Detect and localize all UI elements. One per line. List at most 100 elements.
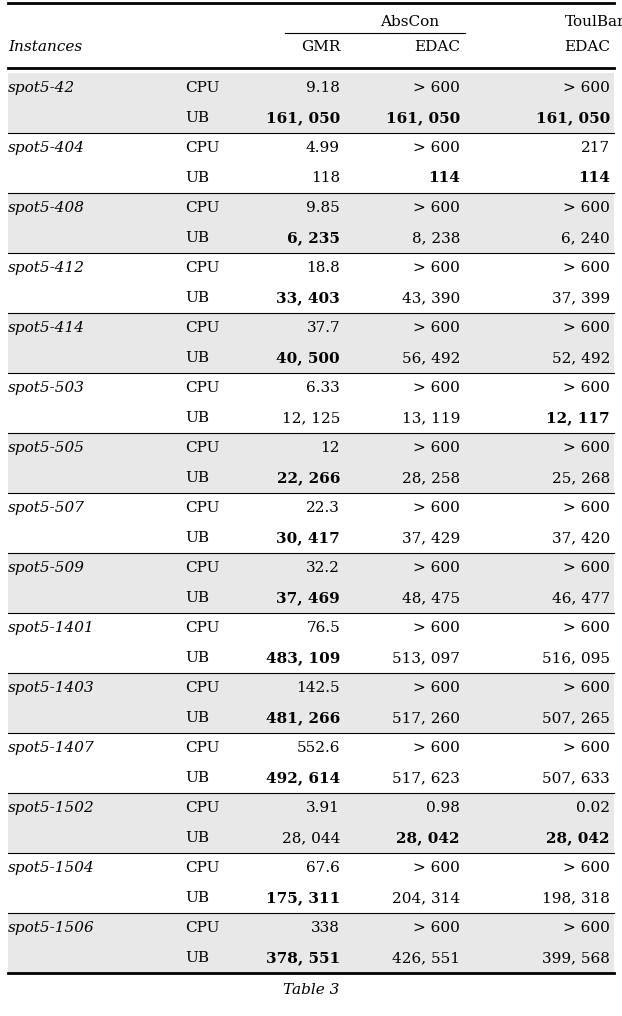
Text: spot5-507: spot5-507 — [8, 501, 85, 515]
Text: > 600: > 600 — [563, 441, 610, 455]
Text: CPU: CPU — [185, 920, 220, 935]
Text: UB: UB — [185, 531, 209, 545]
Text: > 600: > 600 — [413, 621, 460, 635]
Text: CPU: CPU — [185, 441, 220, 455]
Text: 426, 551: 426, 551 — [392, 951, 460, 965]
Text: > 600: > 600 — [413, 501, 460, 515]
Text: CPU: CPU — [185, 261, 220, 275]
Text: 6.33: 6.33 — [306, 381, 340, 395]
Text: UB: UB — [185, 771, 209, 785]
Text: 0.02: 0.02 — [576, 801, 610, 815]
Text: 25, 268: 25, 268 — [552, 471, 610, 485]
Text: CPU: CPU — [185, 861, 220, 875]
Text: spot5-503: spot5-503 — [8, 381, 85, 395]
Text: 142.5: 142.5 — [296, 681, 340, 695]
Text: 338: 338 — [311, 920, 340, 935]
Text: CPU: CPU — [185, 561, 220, 575]
Text: > 600: > 600 — [563, 81, 610, 96]
Text: spot5-414: spot5-414 — [8, 321, 85, 335]
Text: 161, 050: 161, 050 — [536, 111, 610, 125]
Text: 28, 042: 28, 042 — [396, 831, 460, 845]
Text: 513, 097: 513, 097 — [392, 651, 460, 665]
Text: > 600: > 600 — [413, 681, 460, 695]
Text: 517, 623: 517, 623 — [392, 771, 460, 785]
Text: 481, 266: 481, 266 — [266, 711, 340, 725]
Text: > 600: > 600 — [413, 261, 460, 275]
Text: > 600: > 600 — [413, 321, 460, 335]
Text: > 600: > 600 — [413, 920, 460, 935]
Text: 37, 469: 37, 469 — [276, 591, 340, 605]
Text: 175, 311: 175, 311 — [266, 891, 340, 905]
Text: Table 3: Table 3 — [283, 983, 339, 997]
Bar — [8, 373, 614, 433]
Text: spot5-1504: spot5-1504 — [8, 861, 95, 875]
Text: > 600: > 600 — [563, 621, 610, 635]
Text: 198, 318: 198, 318 — [542, 891, 610, 905]
Text: > 600: > 600 — [563, 261, 610, 275]
Text: ToulBar2: ToulBar2 — [565, 15, 622, 29]
Text: > 600: > 600 — [563, 681, 610, 695]
Text: > 600: > 600 — [413, 441, 460, 455]
Text: 217: 217 — [581, 141, 610, 155]
Text: UB: UB — [185, 231, 209, 245]
Text: spot5-1506: spot5-1506 — [8, 920, 95, 935]
Text: 37, 399: 37, 399 — [552, 291, 610, 305]
Bar — [8, 853, 614, 913]
Text: UB: UB — [185, 351, 209, 365]
Text: 12: 12 — [320, 441, 340, 455]
Text: CPU: CPU — [185, 741, 220, 755]
Text: > 600: > 600 — [413, 141, 460, 155]
Text: 12, 117: 12, 117 — [546, 411, 610, 425]
Text: 161, 050: 161, 050 — [266, 111, 340, 125]
Text: 204, 314: 204, 314 — [392, 891, 460, 905]
Text: 56, 492: 56, 492 — [402, 351, 460, 365]
Text: 37, 429: 37, 429 — [402, 531, 460, 545]
Text: 22.3: 22.3 — [306, 501, 340, 515]
Bar — [8, 193, 614, 253]
Text: GMR: GMR — [300, 40, 340, 54]
Text: EDAC: EDAC — [564, 40, 610, 54]
Text: 399, 568: 399, 568 — [542, 951, 610, 965]
Bar — [8, 253, 614, 313]
Text: UB: UB — [185, 471, 209, 485]
Text: > 600: > 600 — [413, 861, 460, 875]
Text: 40, 500: 40, 500 — [276, 351, 340, 365]
Text: CPU: CPU — [185, 501, 220, 515]
Text: > 600: > 600 — [563, 201, 610, 215]
Text: 76.5: 76.5 — [306, 621, 340, 635]
Text: spot5-505: spot5-505 — [8, 441, 85, 455]
Text: 37.7: 37.7 — [307, 321, 340, 335]
Text: CPU: CPU — [185, 621, 220, 635]
Text: spot5-1403: spot5-1403 — [8, 681, 95, 695]
Bar — [8, 613, 614, 673]
Text: > 600: > 600 — [413, 201, 460, 215]
Text: UB: UB — [185, 651, 209, 665]
Text: 18.8: 18.8 — [306, 261, 340, 275]
Bar — [8, 133, 614, 193]
Bar — [8, 913, 614, 973]
Text: CPU: CPU — [185, 81, 220, 96]
Text: CPU: CPU — [185, 201, 220, 215]
Text: 6, 240: 6, 240 — [561, 231, 610, 245]
Text: spot5-1401: spot5-1401 — [8, 621, 95, 635]
Text: 22, 266: 22, 266 — [277, 471, 340, 485]
Text: 507, 265: 507, 265 — [542, 711, 610, 725]
Text: > 600: > 600 — [413, 561, 460, 575]
Text: 516, 095: 516, 095 — [542, 651, 610, 665]
Text: 28, 258: 28, 258 — [402, 471, 460, 485]
Text: 552.6: 552.6 — [297, 741, 340, 755]
Text: 33, 403: 33, 403 — [276, 291, 340, 305]
Text: 4.99: 4.99 — [306, 141, 340, 155]
Text: Instances: Instances — [8, 40, 82, 54]
Text: UB: UB — [185, 951, 209, 965]
Text: 114: 114 — [428, 171, 460, 185]
Text: 378, 551: 378, 551 — [266, 951, 340, 965]
Text: > 600: > 600 — [563, 381, 610, 395]
Text: 0.98: 0.98 — [426, 801, 460, 815]
Text: 32.2: 32.2 — [306, 561, 340, 575]
Text: UB: UB — [185, 411, 209, 425]
Bar — [8, 433, 614, 493]
Text: 67.6: 67.6 — [306, 861, 340, 875]
Text: 46, 477: 46, 477 — [552, 591, 610, 605]
Text: UB: UB — [185, 291, 209, 305]
